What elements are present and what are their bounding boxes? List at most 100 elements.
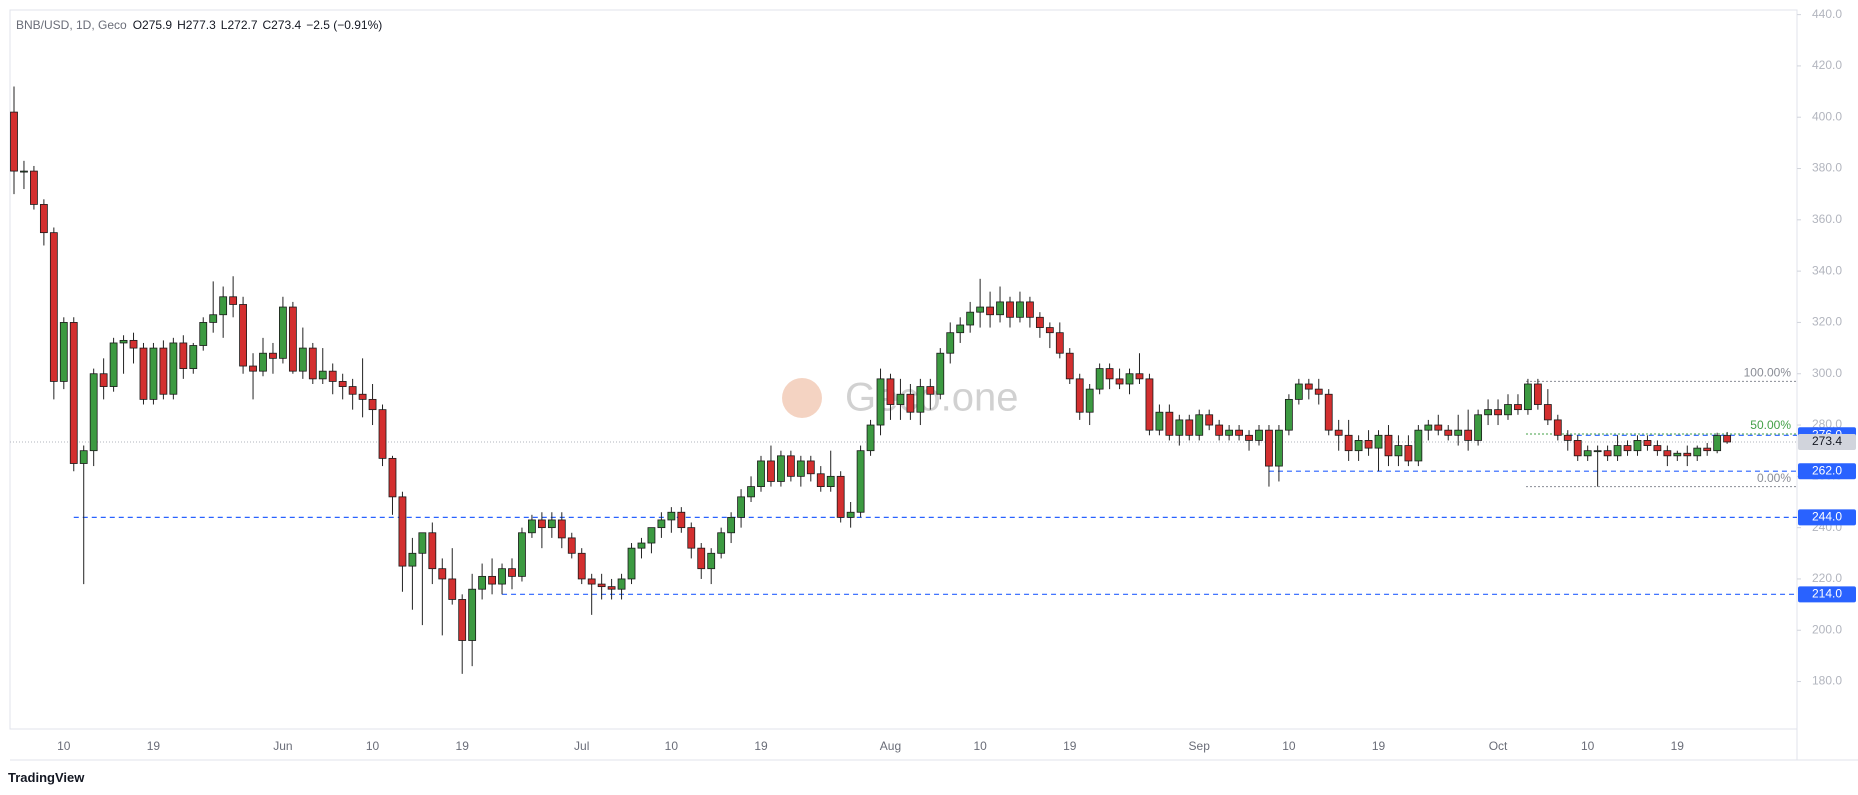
- level-tag: [1798, 586, 1856, 603]
- candle-body: [408, 552, 417, 567]
- candle-body: [149, 347, 158, 400]
- candle-body: [1394, 445, 1403, 457]
- candle-body: [677, 511, 686, 529]
- candle-body: [657, 519, 666, 529]
- candle-body: [39, 204, 48, 234]
- level-tag: [1798, 463, 1856, 480]
- candle-body: [1215, 424, 1224, 436]
- candle-body: [717, 532, 726, 554]
- candle-body: [617, 578, 626, 590]
- candle-body: [567, 537, 576, 554]
- candle-body: [687, 527, 696, 549]
- candle-body: [737, 496, 745, 518]
- candle-body: [1135, 373, 1144, 380]
- candle-body: [816, 473, 825, 487]
- candle-body: [348, 386, 357, 395]
- candle-body: [1245, 434, 1253, 441]
- candle-body: [1434, 424, 1443, 431]
- candle-body: [1275, 429, 1283, 467]
- candle-body: [1225, 429, 1234, 436]
- candle-body: [1045, 327, 1054, 334]
- candle-body: [856, 450, 865, 513]
- candle-body: [697, 547, 706, 570]
- ohlc-value: 273.4: [271, 18, 302, 32]
- candle-body: [249, 365, 257, 372]
- candle-body: [269, 352, 277, 359]
- x-tick-label: 19: [1671, 739, 1685, 753]
- candle-body: [1095, 368, 1104, 390]
- candle-body: [1504, 404, 1512, 416]
- ohlc-value: 277.3: [185, 18, 216, 32]
- y-tick-label: 440.0: [1812, 7, 1842, 21]
- candle-body: [478, 575, 487, 590]
- candle-body: [518, 532, 526, 577]
- candle-body: [1424, 424, 1433, 431]
- candle-body: [69, 322, 78, 464]
- x-tick-label: 19: [1372, 739, 1386, 753]
- fib-label: 50.00%: [1750, 418, 1791, 432]
- candle-body: [209, 314, 218, 323]
- x-tick-label: 10: [1282, 739, 1296, 753]
- ohlc-key: L: [220, 18, 228, 32]
- watermark-text: Geco.one: [845, 376, 1018, 420]
- candle-body: [279, 306, 287, 359]
- ohlc-value: 272.7: [227, 18, 258, 32]
- candle-body: [219, 296, 228, 316]
- candle-body: [577, 552, 586, 580]
- candle-body: [926, 386, 935, 395]
- y-tick-label: 340.0: [1812, 263, 1842, 277]
- candle-body: [1613, 445, 1622, 457]
- candle-body: [1384, 434, 1393, 457]
- x-tick-label: Sep: [1189, 739, 1211, 753]
- fib-label: 100.00%: [1744, 366, 1792, 380]
- candle-body: [1563, 434, 1572, 441]
- candle-body: [1304, 383, 1313, 390]
- candle-body: [796, 460, 805, 477]
- candle-body: [1016, 301, 1024, 318]
- candle-body: [259, 352, 267, 372]
- x-tick-label: 19: [754, 739, 768, 753]
- candle-body: [1573, 440, 1582, 457]
- candle-body: [986, 306, 994, 316]
- candle-body: [488, 575, 496, 585]
- candle-body: [1673, 452, 1682, 457]
- candle-body: [1075, 378, 1084, 413]
- candle-body: [1653, 445, 1662, 452]
- legend-header: BNB/USD, 1D, Geco O275.9 H277.3 L272.7 C273.…: [16, 18, 387, 32]
- x-tick-label: 19: [1063, 739, 1077, 753]
- candle-body: [20, 170, 28, 173]
- change: −2.5 (−0.91%): [306, 18, 383, 32]
- candle-body: [298, 347, 307, 372]
- x-tick-label: Jun: [273, 739, 292, 753]
- candle-body: [1006, 301, 1014, 318]
- candle-body: [1145, 378, 1154, 431]
- candle-body: [607, 586, 616, 590]
- candle-body: [1444, 429, 1453, 436]
- x-tick-label: 10: [665, 739, 679, 753]
- candle-body: [1344, 434, 1353, 452]
- y-tick-label: 320.0: [1812, 315, 1842, 329]
- candle-body: [866, 424, 875, 452]
- candle-body: [557, 519, 566, 539]
- candle-body: [1055, 332, 1064, 354]
- candle-body: [1065, 352, 1074, 380]
- x-tick-label: 10: [973, 739, 987, 753]
- candle-body: [239, 304, 247, 367]
- x-tick-label: 10: [57, 739, 71, 753]
- candle-body: [1693, 447, 1702, 457]
- candle-body: [806, 460, 815, 475]
- candle-body: [1494, 409, 1502, 416]
- candle-body: [916, 386, 925, 413]
- candle-body: [976, 306, 985, 313]
- candle-body: [1205, 414, 1214, 426]
- plot-frame: [9, 9, 1798, 730]
- y-tick-label: 180.0: [1812, 674, 1842, 688]
- candle-body: [30, 170, 38, 205]
- watermark: Geco.one: [782, 376, 1018, 420]
- candle-body: [288, 306, 297, 372]
- candle-body: [129, 339, 138, 349]
- candle-body: [1314, 388, 1323, 395]
- x-tick-label: 10: [1581, 739, 1595, 753]
- y-tick-label: 380.0: [1812, 161, 1842, 175]
- symbol: BNB/USD, 1D, Geco: [16, 18, 127, 32]
